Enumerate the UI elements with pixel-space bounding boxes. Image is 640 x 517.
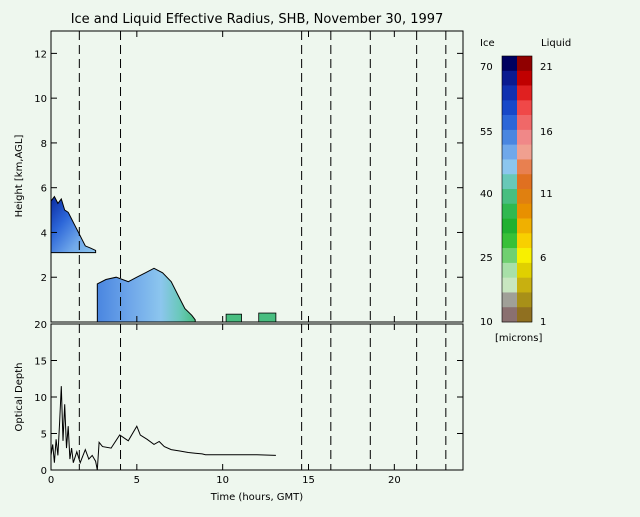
colorbar-ice-label: Ice [480, 38, 495, 49]
height-tick-label-8: 8 [41, 139, 47, 150]
time-axis-label: Time (hours, GMT) [210, 492, 304, 503]
colorbar-liquid-swatch-18 [517, 307, 532, 323]
ice-cloud-region [51, 195, 97, 254]
colorbar-ice-swatch-9 [502, 174, 517, 190]
colorbar-liquid-swatch-14 [517, 248, 532, 264]
colorbar-liquid-swatch-13 [517, 233, 532, 249]
colorbar-liquid-tick-4: 6 [540, 253, 546, 264]
colorbar-liquid-tick-2: 16 [540, 127, 553, 138]
height-tick-label-4: 4 [41, 228, 47, 239]
colorbar-ice-swatch-5 [502, 115, 517, 131]
time-tick-label-10: 10 [216, 475, 229, 486]
colorbar-liquid-swatch-8 [517, 159, 532, 175]
optical-depth-series-1 [51, 386, 276, 470]
optical-tick-label-5: 5 [41, 430, 47, 441]
colorbar-ice-swatch-3 [502, 85, 517, 101]
colorbar-liquid-swatch-6 [517, 129, 532, 145]
colorbar-ice-swatch-10 [502, 189, 517, 205]
height-axis-label: Height [km,AGL] [14, 135, 25, 218]
colorbar-ice-swatch-7 [502, 144, 517, 160]
colorbar-ice-swatch-12 [502, 218, 517, 234]
colorbar-ice-swatch-2 [502, 70, 517, 86]
colorbar-liquid-label: Liquid [541, 38, 571, 49]
optical-tick-label-10: 10 [34, 393, 47, 404]
colorbar-ice-swatch-6 [502, 129, 517, 145]
colorbar-liquid-swatch-9 [517, 174, 532, 190]
colorbar-liquid-swatch-15 [517, 262, 532, 278]
colorbar-ice-swatch-13 [502, 233, 517, 249]
colorbar-liquid-swatch-3 [517, 85, 532, 101]
colorbar-ice-tick-2: 55 [480, 127, 493, 138]
colorbar-frame [501, 55, 533, 323]
time-tick-label-15: 15 [302, 475, 315, 486]
time-tick-label-5: 5 [134, 475, 140, 486]
optical-depth-panel-frame [50, 323, 464, 471]
time-tick-label-20: 20 [388, 475, 401, 486]
optical-depth-panel: 0 5 10 15 20 0 5 10 15 20 Optical Depth Time (hou… [14, 320, 464, 503]
colorbar-ice-swatch-8 [502, 159, 517, 175]
optical-tick-label-20: 20 [34, 320, 47, 331]
height-panel: 2 4 6 8 10 12 Height [km,AGL] [14, 30, 464, 323]
height-tick-label-2: 2 [41, 273, 47, 284]
colorbar-liquid-swatch-1 [517, 56, 532, 72]
time-tick-label-0: 0 [48, 475, 54, 486]
colorbar-liquid-tick-3: 11 [540, 189, 553, 200]
colorbar-liquid-tick-5: 1 [540, 317, 546, 328]
colorbar-liquid-swatch-16 [517, 277, 532, 293]
shallow-cloud-segment-1 [225, 313, 242, 322]
colorbar-ice-swatch-4 [502, 100, 517, 116]
colorbar-liquid-swatch-2 [517, 70, 532, 86]
optical-tick-label-15: 15 [34, 357, 47, 368]
colorbar-ice-tick-3: 40 [480, 189, 493, 200]
colorbar-ice-swatch-16 [502, 277, 517, 293]
colorbar-units: [microns] [495, 333, 542, 344]
height-panel-frame [50, 30, 464, 323]
colorbar-liquid-swatch-17 [517, 292, 532, 308]
height-tick-label-6: 6 [41, 184, 47, 195]
chart-title: Ice and Liquid Effective Radius, SHB, No… [71, 12, 444, 27]
colorbar-liquid-swatch-4 [517, 100, 532, 116]
colorbar-ice-swatch-1 [502, 56, 517, 72]
colorbar-ice-swatch-11 [502, 203, 517, 219]
colorbar-liquid-tick-1: 21 [540, 62, 553, 73]
colorbar-ice-swatch-14 [502, 248, 517, 264]
colorbar-ice-tick-4: 25 [480, 253, 493, 264]
colorbar-liquid-swatch-12 [517, 218, 532, 234]
colorbar-liquid-swatch-10 [517, 189, 532, 205]
colorbar-ice-swatch-17 [502, 292, 517, 308]
colorbar: Ice Liquid 70 55 40 25 10 21 16 11 6 1 [microns] [480, 38, 571, 344]
colorbar-liquid-swatch-7 [517, 144, 532, 160]
colorbar-ice-tick-5: 10 [480, 317, 493, 328]
optical-tick-label-0: 0 [41, 466, 47, 477]
optical-depth-axis-label: Optical Depth [14, 363, 25, 432]
colorbar-ice-tick-1: 70 [480, 62, 493, 73]
shallow-cloud-segment-2 [258, 312, 277, 322]
low-cloud-region [96, 267, 196, 322]
height-tick-label-12: 12 [34, 49, 47, 60]
colorbar-ice-swatch-15 [502, 262, 517, 278]
height-tick-label-10: 10 [34, 94, 47, 105]
colorbar-liquid-swatch-5 [517, 115, 532, 131]
colorbar-ice-swatch-18 [502, 307, 517, 323]
colorbar-liquid-swatch-11 [517, 203, 532, 219]
